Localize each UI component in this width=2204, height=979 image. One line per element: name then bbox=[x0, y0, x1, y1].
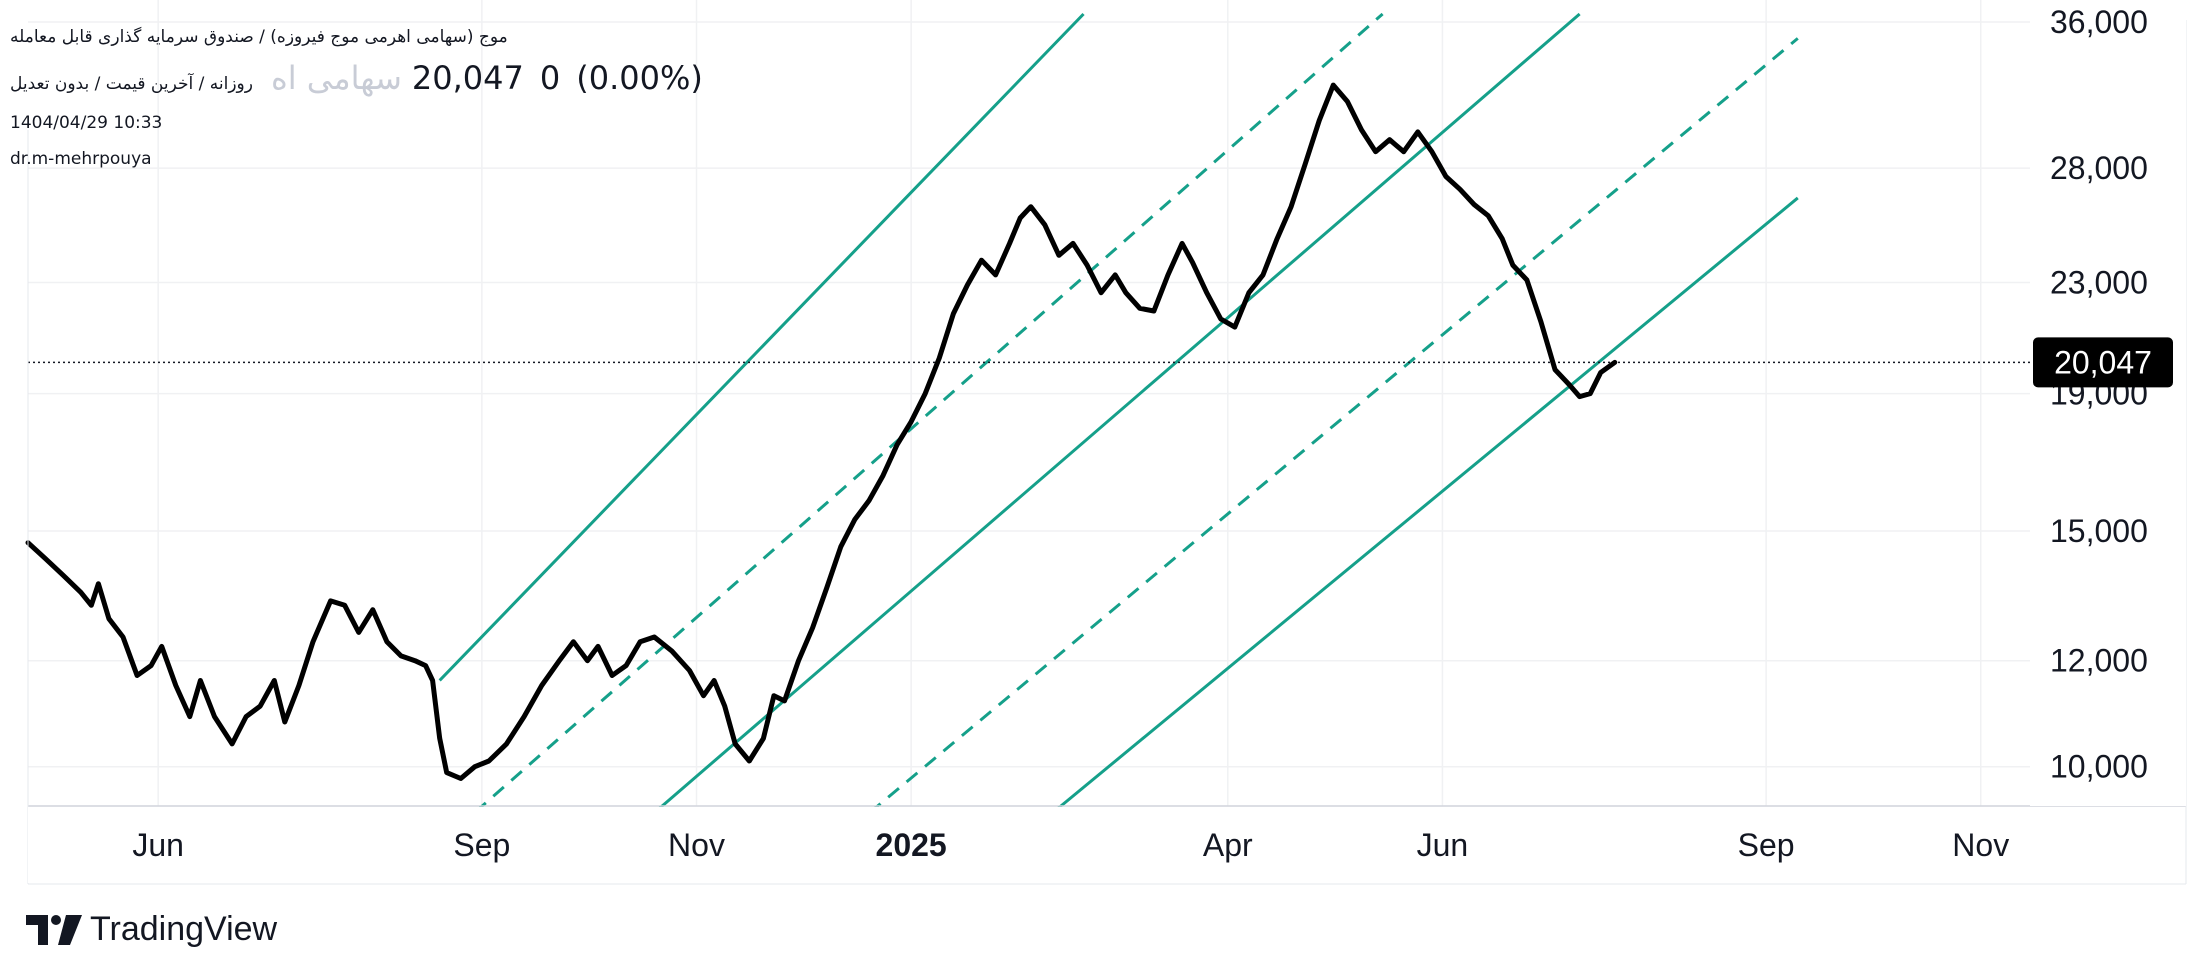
ghost-name: سهامی اه bbox=[270, 59, 402, 97]
x-axis-background[interactable] bbox=[28, 807, 2030, 883]
x-tick-label: Jun bbox=[1417, 827, 1469, 863]
author-name: dr.m-mehrpouya bbox=[10, 149, 152, 169]
y-tick-label: 36,000 bbox=[2050, 4, 2148, 40]
y-tick-label: 23,000 bbox=[2050, 264, 2148, 300]
tradingview-brand[interactable]: TradingView bbox=[26, 910, 277, 949]
last-price-badge-box bbox=[2033, 337, 2173, 388]
x-tick-label: 2025 bbox=[876, 827, 947, 863]
y-axis-ticks: 10,00012,00015,00019,00023,00028,00036,0… bbox=[2050, 4, 2148, 785]
tradingview-logo-icon bbox=[26, 914, 82, 945]
regression-channel bbox=[438, 12, 1799, 830]
x-tick-label: Nov bbox=[1952, 827, 2009, 863]
x-tick-label: Sep bbox=[1738, 827, 1795, 863]
price-line bbox=[25, 82, 1618, 781]
chart-header: موج (سهامی اهرمی موج فیروزه) / صندوق سرم… bbox=[10, 26, 703, 170]
price-change-percent: (0.00%) bbox=[576, 59, 703, 97]
interval-label: روزانه / آخرین قیمت / بدون تعدیل bbox=[10, 74, 253, 94]
x-tick-label: Jun bbox=[132, 827, 184, 863]
y-tick-label: 28,000 bbox=[2050, 150, 2148, 186]
channel-mid-line bbox=[456, 12, 1384, 830]
x-tick-label: Sep bbox=[453, 827, 510, 863]
price-change: 0 bbox=[539, 59, 561, 97]
price-row: روزانه / آخرین قیمت / بدون تعدیل سهامی ا… bbox=[10, 58, 703, 104]
y-tick-label: 10,000 bbox=[2050, 749, 2148, 785]
last-price-badge: 20,047 bbox=[2033, 337, 2173, 388]
channel-boundary-line bbox=[635, 12, 1581, 830]
symbol-title: موج (سهامی اهرمی موج فیروزه) / صندوق سرم… bbox=[10, 27, 508, 47]
y-axis-background[interactable] bbox=[2030, 0, 2186, 806]
y-tick-label: 15,000 bbox=[2050, 513, 2148, 549]
channel-boundary-line bbox=[438, 12, 1085, 682]
channel-mid-line bbox=[850, 37, 1799, 830]
x-axis-ticks: Jun Sep Nov 2025 Apr Jun Sep Nov bbox=[132, 827, 2009, 863]
x-tick-label: Nov bbox=[668, 827, 725, 863]
snapshot-datetime: 1404/04/29 10:33 bbox=[10, 113, 163, 133]
channel-boundary-line bbox=[1033, 196, 1799, 830]
last-price-badge-label: 20,047 bbox=[2054, 344, 2152, 380]
y-tick-label: 12,000 bbox=[2050, 643, 2148, 679]
tradingview-wordmark: TradingView bbox=[90, 910, 278, 948]
chart-grid bbox=[28, 0, 2030, 806]
current-price: 20,047 bbox=[411, 59, 524, 97]
x-tick-label: Apr bbox=[1203, 827, 1253, 863]
